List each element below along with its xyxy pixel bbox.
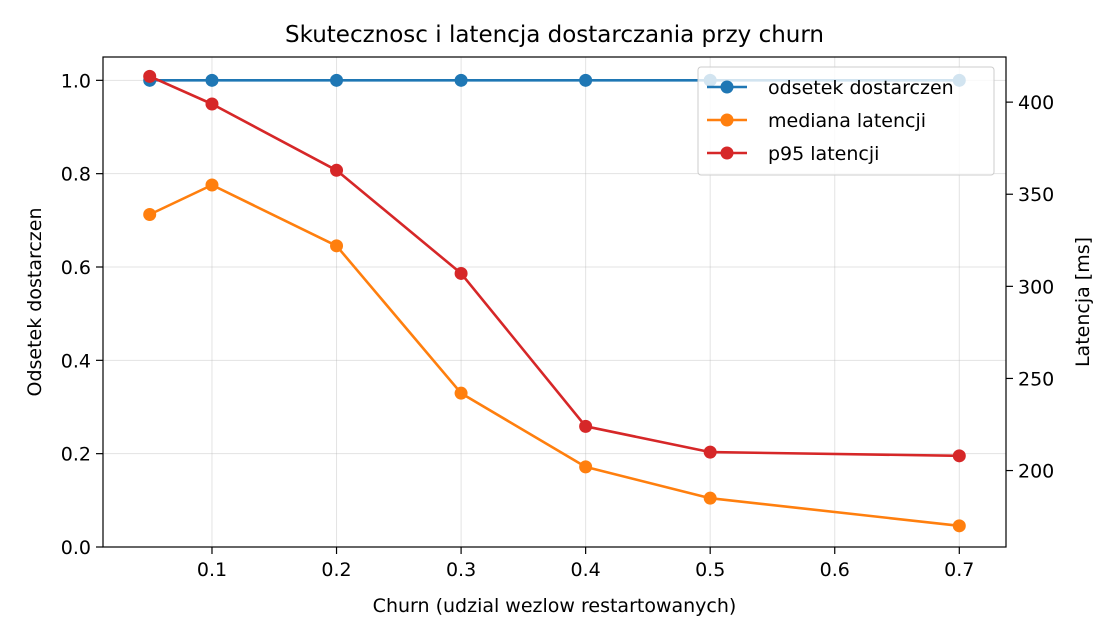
data-point-p95-latencji xyxy=(454,266,468,280)
data-point-odsetek-dostarczen xyxy=(330,73,344,87)
legend-label: p95 latencji xyxy=(768,143,879,165)
y-right-tick-label: 400 xyxy=(1018,92,1054,114)
x-tick-label: 0.5 xyxy=(695,559,725,581)
y-left-tick-label: 0.8 xyxy=(61,164,91,186)
data-point-mediana-latencji xyxy=(205,178,219,192)
legend-label: mediana latencji xyxy=(768,110,926,132)
series-line-mediana-latencji xyxy=(149,183,960,528)
data-point-p95-latencji xyxy=(205,97,219,111)
axis-ticks: 0.1 0.2 0.3 0.4 0.5 0.6 0.7 0.0 0.2 0.4 0.6 0.8 1.0 2… xyxy=(61,70,1054,581)
x-axis-label: Churn (udzial wezlow restartowanych) xyxy=(373,595,737,617)
data-point-p95-latencji xyxy=(330,163,344,177)
series-p95-latencji xyxy=(143,69,966,463)
data-point-mediana-latencji xyxy=(143,208,157,221)
plot-frame xyxy=(102,56,1007,548)
y-left-tick-label: 0.6 xyxy=(61,257,91,279)
data-point-p95-latencji xyxy=(952,449,966,463)
y-right-tick-label: 350 xyxy=(1018,184,1054,206)
y-left-tick-label: 0.4 xyxy=(61,350,91,372)
x-tick-label: 0.2 xyxy=(321,559,351,581)
y-left-tick-label: 0.0 xyxy=(61,537,91,559)
y-axis-right-label: Latencja [ms] xyxy=(1072,237,1094,367)
data-point-odsetek-dostarczen xyxy=(205,73,219,87)
data-point-p95-latencji xyxy=(703,445,717,459)
data-point-mediana-latencji xyxy=(703,491,717,505)
data-point-odsetek-dostarczen xyxy=(579,73,593,87)
y-right-tick-label: 250 xyxy=(1018,368,1054,390)
y-left-tick-label: 0.2 xyxy=(61,444,91,466)
y-left-tick-label: 1.0 xyxy=(61,70,91,92)
legend-item-p95-latencji: p95 latencji xyxy=(707,143,879,165)
x-tick-label: 0.7 xyxy=(944,559,974,581)
y-right-tick-label: 200 xyxy=(1018,461,1054,483)
legend-swatch-marker xyxy=(720,80,734,94)
data-point-p95-latencji xyxy=(143,69,157,83)
legend-label: odsetek dostarczen xyxy=(768,77,954,99)
y-right-tick-label: 300 xyxy=(1018,276,1054,298)
x-tick-label: 0.6 xyxy=(820,559,850,581)
x-tick-label: 0.1 xyxy=(197,559,227,581)
data-point-p95-latencji xyxy=(579,419,593,433)
legend-box xyxy=(697,66,995,176)
y-axis-left-label: Odsetek dostarczen xyxy=(24,207,46,396)
legend-swatch-marker xyxy=(720,113,734,127)
data-point-mediana-latencji xyxy=(454,386,468,400)
data-point-mediana-latencji xyxy=(330,239,344,253)
x-tick-label: 0.3 xyxy=(446,559,476,581)
legend-item-odsetek-dostarczen: odsetek dostarczen xyxy=(707,77,954,99)
legend: odsetek dostarczen mediana latencji p95 la… xyxy=(697,66,995,176)
legend-item-mediana-latencji: mediana latencji xyxy=(707,110,926,132)
legend-swatch-marker xyxy=(720,146,734,160)
chart-title: Skutecznosc i latencja dostarczania przy… xyxy=(285,22,824,48)
series-mediana-latencji xyxy=(143,178,966,533)
data-point-mediana-latencji xyxy=(952,519,966,533)
x-tick-label: 0.4 xyxy=(571,559,601,581)
data-point-mediana-latencji xyxy=(579,460,593,474)
data-point-odsetek-dostarczen xyxy=(454,73,468,87)
